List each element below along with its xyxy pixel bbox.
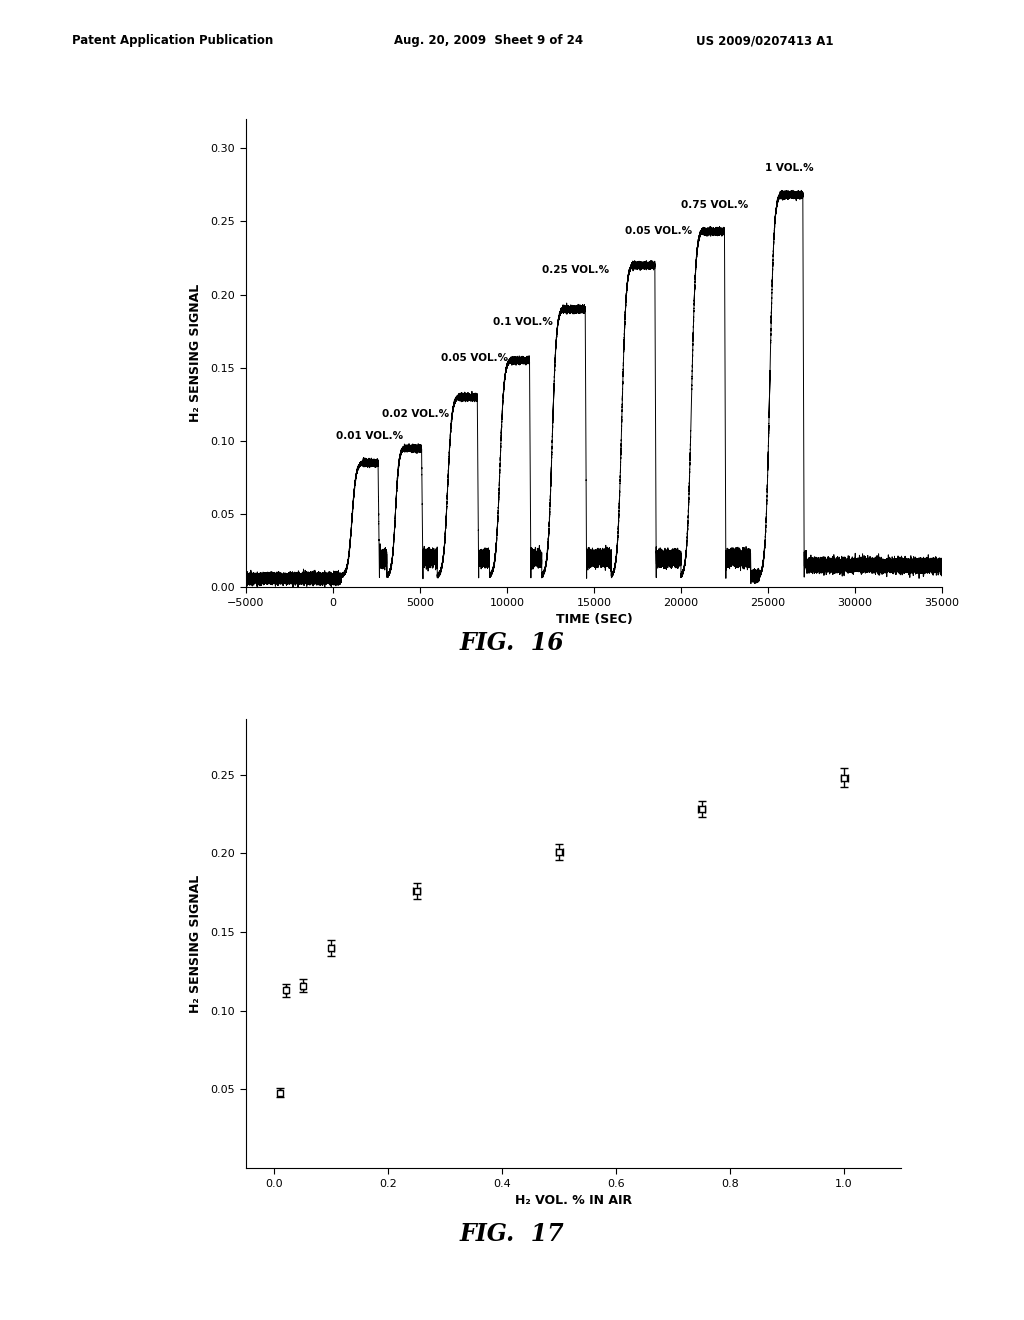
Text: 0.02 VOL.%: 0.02 VOL.%	[382, 409, 449, 418]
Text: Patent Application Publication: Patent Application Publication	[72, 34, 273, 48]
Text: US 2009/0207413 A1: US 2009/0207413 A1	[696, 34, 834, 48]
Text: 0.1 VOL.%: 0.1 VOL.%	[493, 317, 553, 327]
Text: 0.01 VOL.%: 0.01 VOL.%	[336, 430, 403, 441]
Y-axis label: H₂ SENSING SIGNAL: H₂ SENSING SIGNAL	[189, 284, 203, 422]
Text: FIG.  16: FIG. 16	[460, 631, 564, 655]
X-axis label: H₂ VOL. % IN AIR: H₂ VOL. % IN AIR	[515, 1195, 632, 1208]
Text: Aug. 20, 2009  Sheet 9 of 24: Aug. 20, 2009 Sheet 9 of 24	[394, 34, 584, 48]
Text: 0.75 VOL.%: 0.75 VOL.%	[681, 199, 749, 210]
Text: 1 VOL.%: 1 VOL.%	[765, 162, 813, 173]
Text: 0.05 VOL.%: 0.05 VOL.%	[440, 354, 508, 363]
X-axis label: TIME (SEC): TIME (SEC)	[556, 614, 632, 627]
Text: FIG.  17: FIG. 17	[460, 1222, 564, 1246]
Text: 0.05 VOL.%: 0.05 VOL.%	[626, 226, 692, 236]
Y-axis label: H₂ SENSING SIGNAL: H₂ SENSING SIGNAL	[189, 875, 203, 1012]
Text: 0.25 VOL.%: 0.25 VOL.%	[542, 265, 609, 276]
